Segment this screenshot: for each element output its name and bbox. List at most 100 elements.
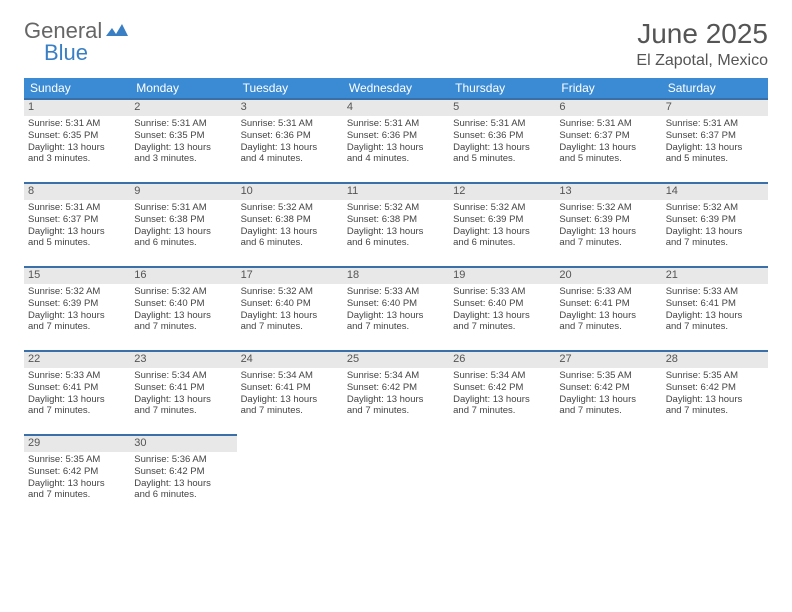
day-number: 24 bbox=[237, 352, 343, 368]
day-number: 16 bbox=[130, 268, 236, 284]
day-info-line: Sunrise: 5:32 AM bbox=[347, 202, 445, 214]
day-info-line: and 7 minutes. bbox=[28, 405, 126, 417]
day-info-line: and 7 minutes. bbox=[559, 321, 657, 333]
header: General Blue June 2025 El Zapotal, Mexic… bbox=[24, 18, 768, 70]
day-info-line: Sunrise: 5:31 AM bbox=[666, 118, 764, 130]
day-number: 30 bbox=[130, 436, 236, 452]
day-info-line: and 6 minutes. bbox=[134, 489, 232, 501]
empty-cell bbox=[555, 434, 661, 512]
day-info-line: Daylight: 13 hours bbox=[666, 142, 764, 154]
day-info-line: Sunrise: 5:31 AM bbox=[134, 202, 232, 214]
day-info-line: Daylight: 13 hours bbox=[134, 226, 232, 238]
day-cell: 25Sunrise: 5:34 AMSunset: 6:42 PMDayligh… bbox=[343, 350, 449, 428]
day-info-line: Sunrise: 5:32 AM bbox=[666, 202, 764, 214]
day-info-line: Sunrise: 5:33 AM bbox=[347, 286, 445, 298]
day-info-line: Sunrise: 5:34 AM bbox=[453, 370, 551, 382]
empty-cell bbox=[343, 434, 449, 512]
day-cell: 22Sunrise: 5:33 AMSunset: 6:41 PMDayligh… bbox=[24, 350, 130, 428]
day-info-line: and 7 minutes. bbox=[666, 405, 764, 417]
day-header: Tuesday bbox=[237, 78, 343, 98]
day-info-line: Daylight: 13 hours bbox=[347, 142, 445, 154]
day-info-line: Sunset: 6:38 PM bbox=[347, 214, 445, 226]
day-info-line: Daylight: 13 hours bbox=[666, 310, 764, 322]
day-info-line: Sunset: 6:41 PM bbox=[241, 382, 339, 394]
day-number: 25 bbox=[343, 352, 449, 368]
day-cell: 2Sunrise: 5:31 AMSunset: 6:35 PMDaylight… bbox=[130, 98, 236, 176]
day-cell: 28Sunrise: 5:35 AMSunset: 6:42 PMDayligh… bbox=[662, 350, 768, 428]
day-cell: 23Sunrise: 5:34 AMSunset: 6:41 PMDayligh… bbox=[130, 350, 236, 428]
day-info-line: and 3 minutes. bbox=[28, 153, 126, 165]
day-number: 28 bbox=[662, 352, 768, 368]
day-info-line: Daylight: 13 hours bbox=[28, 310, 126, 322]
day-info-line: Daylight: 13 hours bbox=[241, 310, 339, 322]
day-number: 23 bbox=[130, 352, 236, 368]
day-cell: 1Sunrise: 5:31 AMSunset: 6:35 PMDaylight… bbox=[24, 98, 130, 176]
day-cell: 7Sunrise: 5:31 AMSunset: 6:37 PMDaylight… bbox=[662, 98, 768, 176]
day-info-line: Daylight: 13 hours bbox=[559, 394, 657, 406]
day-info-line: Sunrise: 5:32 AM bbox=[134, 286, 232, 298]
day-info-line: Daylight: 13 hours bbox=[347, 310, 445, 322]
day-cell: 29Sunrise: 5:35 AMSunset: 6:42 PMDayligh… bbox=[24, 434, 130, 512]
week-row: 8Sunrise: 5:31 AMSunset: 6:37 PMDaylight… bbox=[24, 182, 768, 260]
day-info-line: Sunrise: 5:34 AM bbox=[241, 370, 339, 382]
day-info-line: and 7 minutes. bbox=[559, 405, 657, 417]
day-info-line: and 7 minutes. bbox=[241, 321, 339, 333]
day-number: 21 bbox=[662, 268, 768, 284]
day-info-line: Sunset: 6:39 PM bbox=[453, 214, 551, 226]
day-info-line: Sunset: 6:41 PM bbox=[134, 382, 232, 394]
day-info-line: Daylight: 13 hours bbox=[28, 478, 126, 490]
day-header: Sunday bbox=[24, 78, 130, 98]
day-info-line: Sunrise: 5:33 AM bbox=[666, 286, 764, 298]
day-cell: 9 Sunrise: 5:31 AMSunset: 6:38 PMDaylight… bbox=[130, 182, 236, 260]
day-info-line: Sunrise: 5:34 AM bbox=[134, 370, 232, 382]
day-info-line: and 7 minutes. bbox=[453, 405, 551, 417]
week-row: 22Sunrise: 5:33 AMSunset: 6:41 PMDayligh… bbox=[24, 350, 768, 428]
day-cell: 11Sunrise: 5:32 AMSunset: 6:38 PMDayligh… bbox=[343, 182, 449, 260]
day-info-line: Sunset: 6:41 PM bbox=[559, 298, 657, 310]
day-number: 10 bbox=[237, 184, 343, 200]
day-cell: 16Sunrise: 5:32 AMSunset: 6:40 PMDayligh… bbox=[130, 266, 236, 344]
day-number: 9 bbox=[130, 184, 236, 200]
day-number: 22 bbox=[24, 352, 130, 368]
day-info-line: Daylight: 13 hours bbox=[28, 142, 126, 154]
day-info-line: and 7 minutes. bbox=[134, 321, 232, 333]
day-info-line: Sunset: 6:41 PM bbox=[666, 298, 764, 310]
day-number: 3 bbox=[237, 100, 343, 116]
day-info-line: and 6 minutes. bbox=[453, 237, 551, 249]
day-info-line: Sunset: 6:42 PM bbox=[559, 382, 657, 394]
day-info-line: Sunset: 6:42 PM bbox=[134, 466, 232, 478]
day-number: 18 bbox=[343, 268, 449, 284]
day-info-line: Sunset: 6:41 PM bbox=[28, 382, 126, 394]
week-row: 15Sunrise: 5:32 AMSunset: 6:39 PMDayligh… bbox=[24, 266, 768, 344]
day-info-line: and 6 minutes. bbox=[134, 237, 232, 249]
day-info-line: and 7 minutes. bbox=[28, 321, 126, 333]
day-number: 14 bbox=[662, 184, 768, 200]
day-info-line: Sunrise: 5:32 AM bbox=[453, 202, 551, 214]
day-cell: 26Sunrise: 5:34 AMSunset: 6:42 PMDayligh… bbox=[449, 350, 555, 428]
title-block: June 2025 El Zapotal, Mexico bbox=[636, 18, 768, 70]
day-cell: 18Sunrise: 5:33 AMSunset: 6:40 PMDayligh… bbox=[343, 266, 449, 344]
day-number: 26 bbox=[449, 352, 555, 368]
day-info-line: Sunrise: 5:35 AM bbox=[559, 370, 657, 382]
day-info-line: Sunset: 6:40 PM bbox=[134, 298, 232, 310]
day-info-line: Daylight: 13 hours bbox=[28, 226, 126, 238]
day-info-line: and 5 minutes. bbox=[28, 237, 126, 249]
day-info-line: and 6 minutes. bbox=[241, 237, 339, 249]
weeks-container: 1Sunrise: 5:31 AMSunset: 6:35 PMDaylight… bbox=[24, 98, 768, 512]
day-cell: 19Sunrise: 5:33 AMSunset: 6:40 PMDayligh… bbox=[449, 266, 555, 344]
day-info-line: Sunset: 6:42 PM bbox=[666, 382, 764, 394]
day-info-line: Sunrise: 5:33 AM bbox=[453, 286, 551, 298]
day-info-line: Sunset: 6:38 PM bbox=[134, 214, 232, 226]
day-number: 4 bbox=[343, 100, 449, 116]
day-info-line: Sunset: 6:36 PM bbox=[241, 130, 339, 142]
day-info-line: and 5 minutes. bbox=[453, 153, 551, 165]
day-cell: 24Sunrise: 5:34 AMSunset: 6:41 PMDayligh… bbox=[237, 350, 343, 428]
month-title: June 2025 bbox=[636, 18, 768, 50]
day-info-line: and 7 minutes. bbox=[241, 405, 339, 417]
day-info-line: and 7 minutes. bbox=[134, 405, 232, 417]
day-info-line: Daylight: 13 hours bbox=[241, 226, 339, 238]
day-number: 11 bbox=[343, 184, 449, 200]
day-info-line: Sunset: 6:37 PM bbox=[666, 130, 764, 142]
week-row: 29Sunrise: 5:35 AMSunset: 6:42 PMDayligh… bbox=[24, 434, 768, 512]
day-info-line: Daylight: 13 hours bbox=[453, 226, 551, 238]
